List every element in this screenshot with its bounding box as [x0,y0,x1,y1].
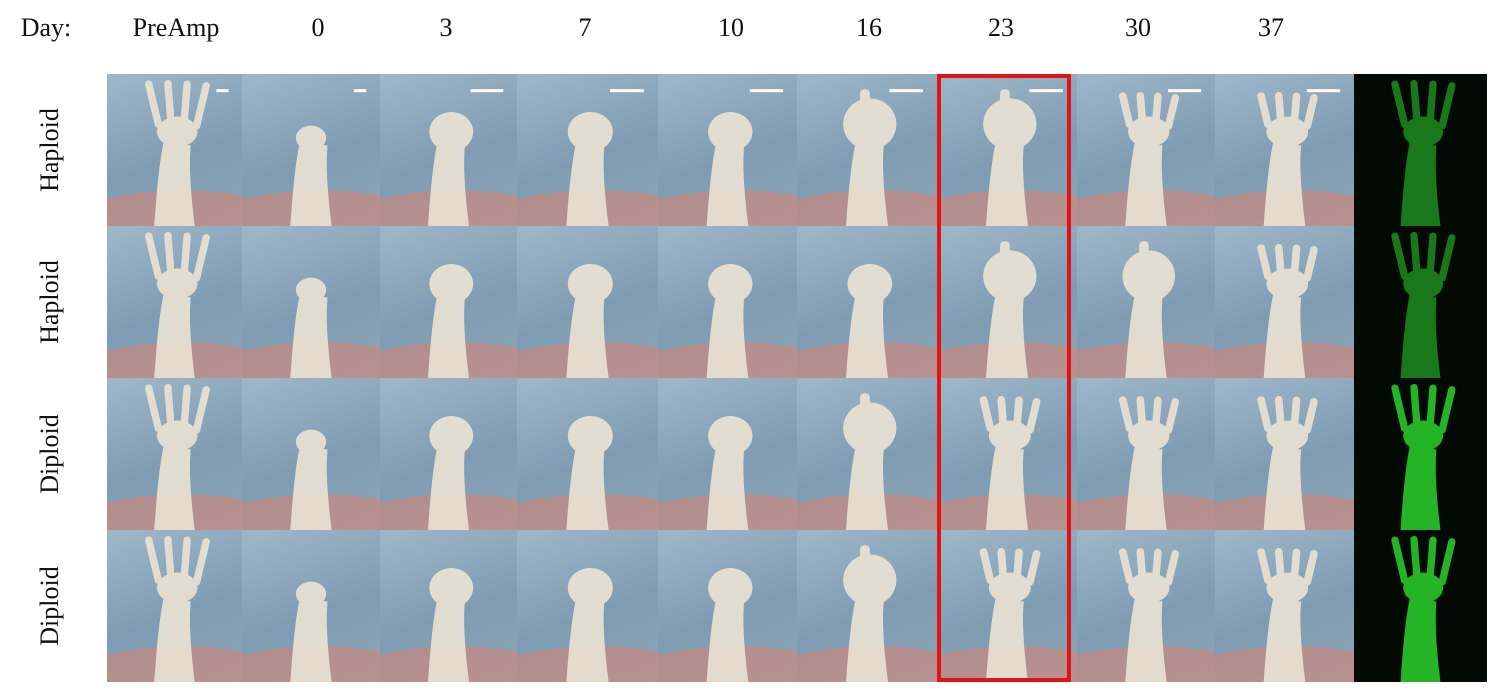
limb-photo [937,378,1077,530]
limb-photo [380,530,517,682]
day-label: Day: [20,13,72,42]
limb-photo [517,378,658,530]
limb-photo [1215,378,1354,530]
column-label-day-37: 37 [1258,13,1284,42]
limb-photo [1077,74,1215,226]
limb-photo [517,530,658,682]
limb-photo [658,226,797,378]
row-label-diploid-2: Diploid [35,566,64,646]
limb-photo [242,530,380,682]
limb-photo [797,226,937,378]
column-label-preamp: PreAmp [132,13,220,42]
limb-photo [107,226,242,378]
column-label-day-10: 10 [718,13,744,42]
limb-photo [1215,74,1354,226]
limb-photo [797,378,937,530]
limb-photo [1077,530,1215,682]
limb-photo [937,530,1077,682]
limb-photo [797,74,937,226]
limb-photo [937,226,1077,378]
row-label-diploid-1: Diploid [35,414,64,494]
column-label-day-23: 23 [988,13,1014,42]
limb-photo [658,378,797,530]
column-label-day-30: 30 [1125,13,1151,42]
limb-photo [937,74,1077,226]
row-label-haploid-1: Haploid [35,108,64,192]
limb-photo [380,226,517,378]
limb-photo [1077,378,1215,530]
limb-photo [242,378,380,530]
limb-photo [517,226,658,378]
column-label-day-3: 3 [439,13,453,42]
limb-photo [107,378,242,530]
limb-photo [658,530,797,682]
gfp-fluorescence-photo [1354,74,1487,226]
limb-photo [380,74,517,226]
limb-photo [380,378,517,530]
limb-photo [658,74,797,226]
limb-photo [107,530,242,682]
row-label-haploid-2: Haploid [35,260,64,344]
limb-photo [1215,226,1354,378]
column-label-day-16: 16 [856,13,882,42]
column-label-day-7: 7 [578,13,592,42]
limb-photo [1077,226,1215,378]
limb-photo [242,74,380,226]
limb-photo [1215,530,1354,682]
limb-photo [107,74,242,226]
gfp-fluorescence-photo [1354,226,1487,378]
limb-photo [797,530,937,682]
column-header: Day: PreAmp 0 3 7 10 16 23 30 37 [0,0,1500,60]
gfp-fluorescence-photo [1354,378,1487,530]
limb-photo [517,74,658,226]
gfp-fluorescence-photo [1354,530,1487,682]
column-label-day-0: 0 [311,13,325,42]
limb-regeneration-photo-grid [107,74,1487,682]
limb-photo [242,226,380,378]
